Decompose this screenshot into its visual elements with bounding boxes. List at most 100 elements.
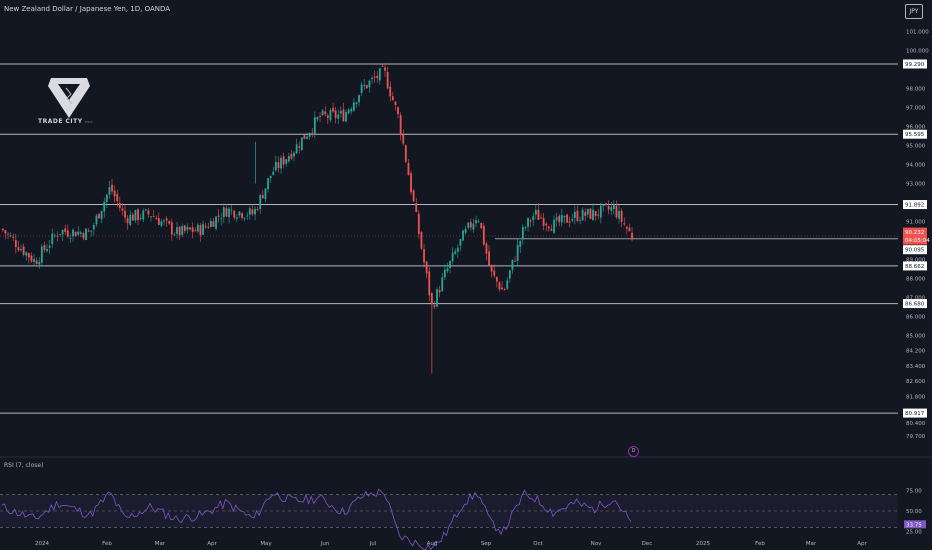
candle-body [27,253,30,258]
level-tag-bg [903,235,927,245]
candle-body [527,218,529,227]
candle-body [243,217,246,219]
candle-body [144,209,147,211]
candle-body [189,227,191,230]
candle-body [12,237,15,239]
candle-body [77,231,80,235]
candle-body [581,209,584,221]
rsi-line [1,488,632,550]
candle-body [228,208,230,218]
candle-body [230,209,233,211]
candle-series [1,62,633,374]
candle-body [272,171,275,175]
candle-body [298,146,301,148]
candle-body [480,222,483,229]
candle-body [568,221,571,223]
candle-body [399,115,402,135]
candle-body [295,144,298,154]
candle-body [118,203,121,208]
candle-body [300,137,303,150]
candle-body [417,213,420,235]
candle-body [131,214,134,221]
candle-body [610,207,613,211]
candle-body [173,234,176,236]
level-tag-bg [903,129,927,139]
candle-body [324,111,327,115]
candle-body [594,211,597,217]
candle-body [389,86,392,97]
candle-body [238,211,241,216]
candle-body [454,251,457,254]
candle-body [602,204,605,206]
candle-body [155,217,158,220]
candle-body [352,102,355,111]
candle-body [381,66,384,67]
candle-body [628,227,631,232]
candle-body [558,215,561,223]
candle-body [350,108,353,112]
candle-body [511,259,514,270]
candle-body [537,209,540,220]
time-axis-label: Mar [806,541,817,547]
price-tick-label: 91.000 [906,220,926,226]
candle-body [274,161,277,171]
price-tick-label: 100.000 [906,49,929,55]
candle-body [462,230,464,241]
candle-body [100,210,103,220]
rsi-label[interactable]: RSI (7, close) [4,462,44,469]
candle-body [225,208,228,217]
price-tick-label: 88.000 [906,277,926,283]
candle-body [43,244,46,251]
candle-body [501,287,503,290]
currency-badge[interactable]: JPY [905,4,923,19]
candle-body [264,188,267,200]
candle-body [82,233,85,239]
candle-body [488,251,490,266]
candle-body [441,277,444,292]
candle-body [433,305,436,307]
candle-body [355,102,358,105]
logo-text: TRADE CITY PRO [38,118,93,125]
price-tick-label: 94.000 [906,163,926,169]
candle-body [235,217,238,219]
candle-body [316,117,319,120]
candle-body [22,246,25,255]
candle-body [170,222,173,235]
time-axis-label: 2024 [35,541,49,547]
candle-body [90,230,93,232]
candle-body [14,240,17,248]
rsi-value-tag [904,520,926,529]
level-tag-text: 86.680 [905,302,925,308]
candle-body [597,214,600,216]
candle-body [407,162,410,176]
candle-body [446,268,449,272]
rsi-pane [0,488,898,550]
candle-body [373,76,376,78]
candle-body [573,211,576,218]
dividend-marker[interactable]: D [628,446,639,457]
time-axis-label: 2025 [696,541,710,547]
candle-body [319,115,321,117]
candle-body [129,214,132,225]
candle-body [360,84,363,93]
candle-body [425,261,428,274]
candle-body [165,218,168,221]
logo-name: TRADE CITY [38,118,83,125]
candle-body [415,203,418,212]
price-tick-label: 81.800 [906,394,926,400]
candle-body [540,217,542,219]
candle-body [113,190,116,197]
candle-body [103,201,106,212]
time-axis-label: Dec [642,541,653,547]
level-tag-text: 95.595 [905,132,925,138]
candle-body [339,110,342,114]
time-axis-label: Mar [155,541,166,547]
candle-body [529,220,532,222]
price-tick-label: 84.200 [906,349,926,355]
price-tick-label: 96.000 [906,125,926,131]
candle-body [410,173,412,193]
time-axis-label: Sep [481,541,492,547]
candle-body [157,218,160,225]
candle-body [20,248,22,251]
